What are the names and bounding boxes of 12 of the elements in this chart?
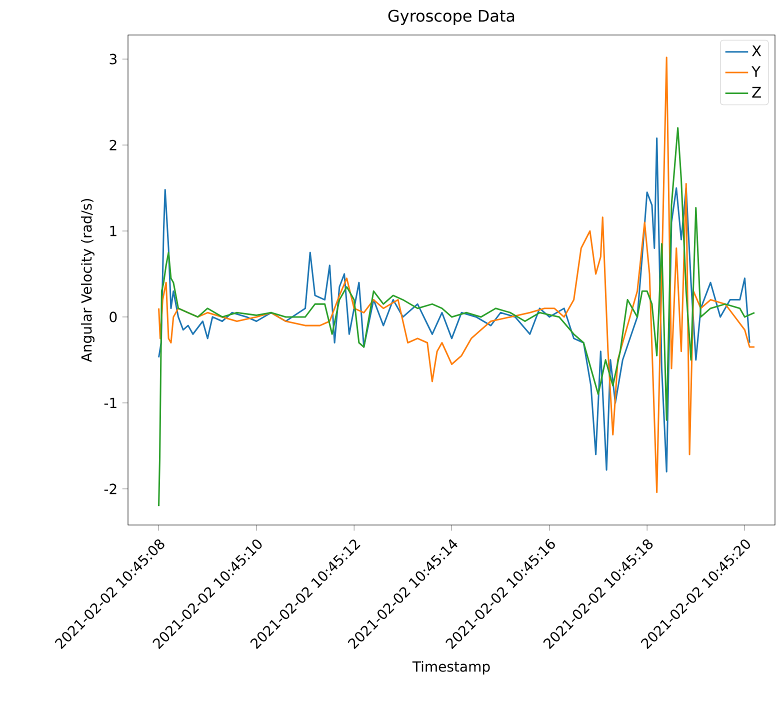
y-tick-label: 1 — [110, 226, 116, 236]
y-tick-label: 2 — [110, 140, 116, 150]
y-tick-label: -1 — [104, 398, 116, 408]
legend-label: X — [752, 46, 762, 56]
x-axis-title: Timestamp — [412, 660, 490, 675]
legend-label: Z — [752, 86, 761, 98]
y-tick-label: 3 — [110, 54, 117, 64]
y-tick-label: 0 — [110, 312, 117, 322]
legend-label: Y — [752, 66, 761, 77]
y-axis-title: Angular Velocity (rad/s) — [80, 198, 94, 362]
chart-title: Gyroscope Data — [388, 10, 514, 25]
y-tick-label: -2 — [104, 484, 116, 494]
